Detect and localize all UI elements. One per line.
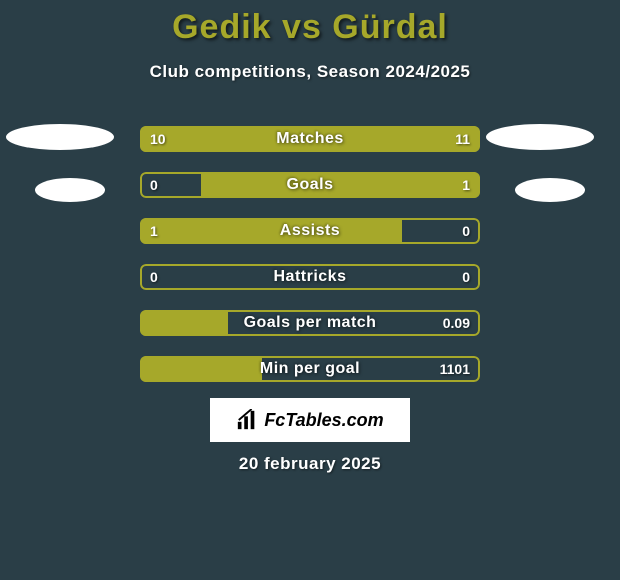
brand-badge: FcTables.com	[210, 398, 410, 442]
stat-value-right: 0	[462, 218, 470, 244]
comparison-card: Gedik vs Gürdal Club competitions, Seaso…	[0, 0, 620, 580]
bar-fill-left	[140, 218, 402, 244]
page-subtitle: Club competitions, Season 2024/2025	[0, 62, 620, 82]
stat-label: Hattricks	[140, 264, 480, 290]
chart-icon	[236, 409, 258, 431]
stat-row: 10Assists	[140, 218, 480, 244]
avatar-right-2	[515, 178, 585, 202]
stat-row: 0.09Goals per match	[140, 310, 480, 336]
stat-row: 1011Matches	[140, 126, 480, 152]
stat-value-right: 0	[462, 264, 470, 290]
date-text: 20 february 2025	[0, 454, 620, 474]
avatar-left-1	[6, 124, 114, 150]
bar-fill-left	[140, 310, 228, 336]
stat-row: 1101Min per goal	[140, 356, 480, 382]
stat-value-right: 1101	[440, 356, 470, 382]
bar-outline	[140, 264, 480, 290]
avatar-left-2	[35, 178, 105, 202]
brand-text: FcTables.com	[264, 410, 383, 431]
avatar-right-1	[486, 124, 594, 150]
bar-fill	[140, 126, 480, 152]
bar-fill-right	[201, 172, 480, 198]
stat-value-left: 0	[150, 264, 158, 290]
bar-fill-left	[140, 356, 262, 382]
stat-value-left: 0	[150, 172, 158, 198]
stat-bars: 1011Matches01Goals10Assists00Hattricks0.…	[140, 126, 480, 402]
stat-value-right: 0.09	[443, 310, 470, 336]
stat-row: 0 0Hattricks	[140, 264, 480, 290]
page-title: Gedik vs Gürdal	[0, 8, 620, 47]
stat-row: 01Goals	[140, 172, 480, 198]
